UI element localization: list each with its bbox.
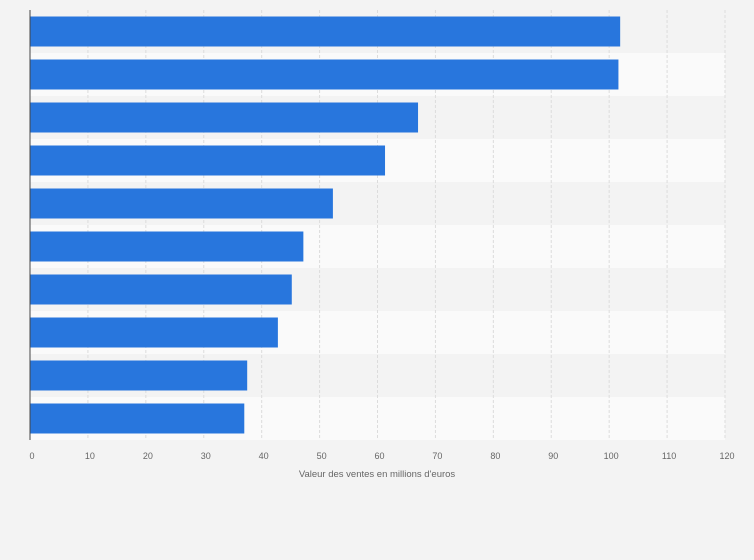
x-tick-label: 120: [719, 451, 734, 461]
bar[interactable]: [30, 59, 619, 90]
bar[interactable]: [30, 360, 248, 391]
x-tick-label: 80: [490, 451, 500, 461]
bar[interactable]: [30, 188, 333, 219]
x-tick-label: 110: [662, 451, 676, 461]
x-tick-label: 50: [317, 451, 327, 461]
x-tick-label: 40: [259, 451, 269, 461]
x-axis-label: Valeur des ventes en millions d'euros: [299, 469, 456, 480]
bar[interactable]: [30, 102, 419, 133]
bar[interactable]: [30, 231, 304, 262]
x-tick-label: 0: [29, 451, 34, 461]
bar[interactable]: [30, 274, 292, 305]
x-tick-label: 20: [143, 451, 153, 461]
bar[interactable]: [30, 317, 278, 348]
x-tick-label: 60: [374, 451, 384, 461]
x-tick-label: 10: [85, 451, 95, 461]
x-tick-label: 90: [548, 451, 558, 461]
bar[interactable]: [30, 145, 386, 176]
x-tick-label: 70: [432, 451, 442, 461]
bar[interactable]: [30, 16, 621, 47]
bar[interactable]: [30, 403, 245, 434]
x-tick-label: 100: [604, 451, 619, 461]
x-tick-label: 30: [201, 451, 211, 461]
